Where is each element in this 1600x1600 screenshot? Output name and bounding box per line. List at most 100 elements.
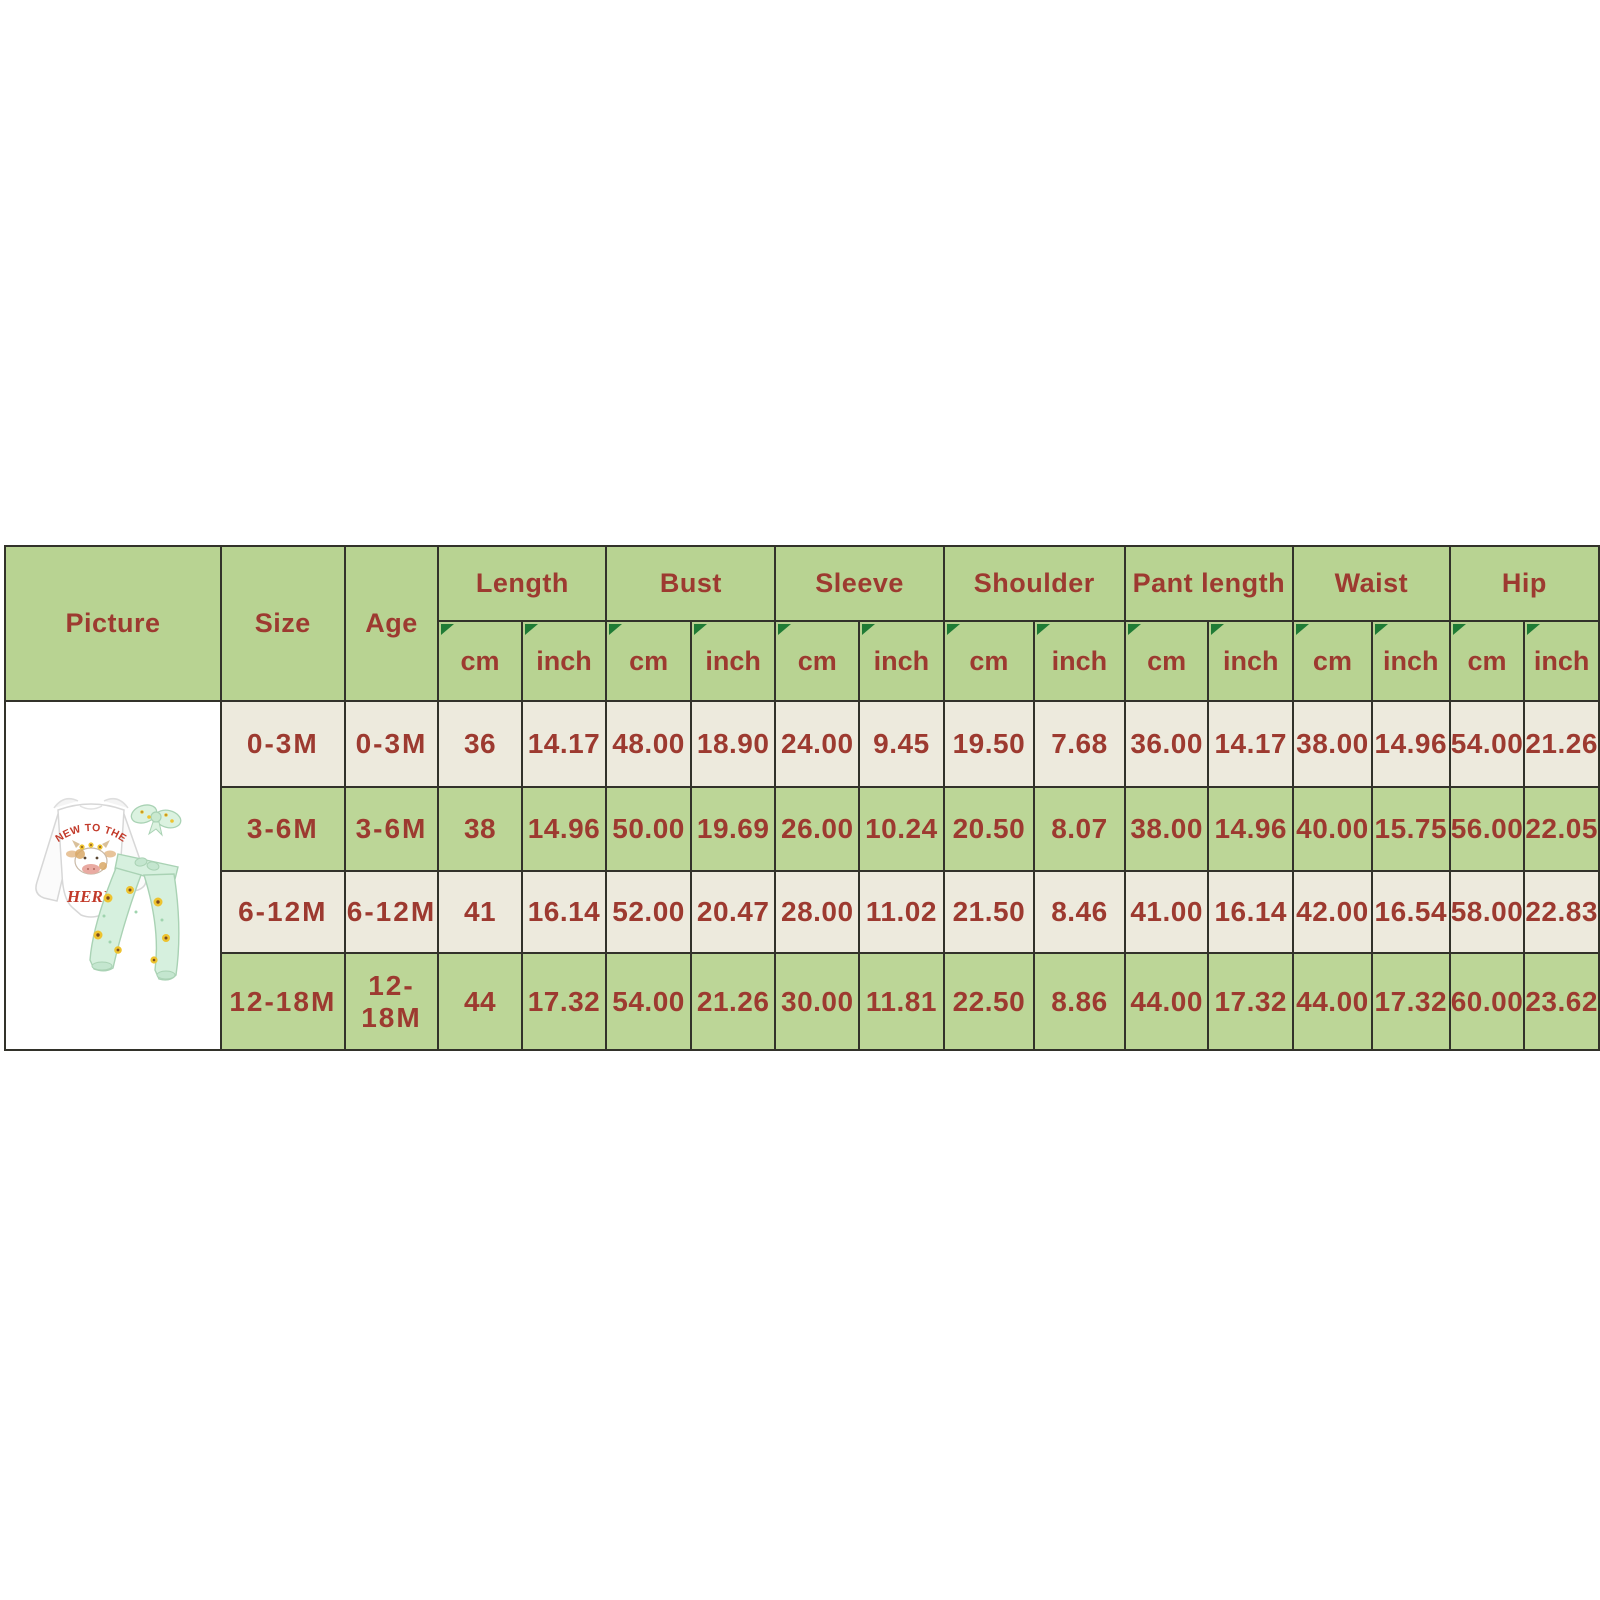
- measurement-cell: 60.00: [1448, 952, 1526, 1051]
- group-header-length: Length: [437, 545, 608, 622]
- product-photo: NEW TO THE: [35, 797, 182, 981]
- measurement-cell: 14.17: [1207, 699, 1295, 789]
- age-cell: 3-6M: [343, 786, 440, 872]
- corner-marker-icon: [1296, 624, 1310, 635]
- measurement-cell: 41.00: [1123, 869, 1210, 955]
- measurement-cell: 15.75: [1370, 786, 1451, 872]
- measurement-cell: 21.26: [1523, 699, 1600, 789]
- measurement-cell: 10.24: [858, 786, 945, 872]
- corner-marker-icon: [1527, 624, 1541, 635]
- unit-header-cm: cm: [437, 620, 523, 702]
- headband-graphic: [130, 804, 182, 837]
- size-column-header: Size: [220, 545, 346, 702]
- measurement-cell: 14.17: [520, 699, 608, 789]
- measurement-cell: 8.86: [1033, 952, 1126, 1051]
- unit-header-cm: cm: [774, 620, 861, 702]
- age-cell: 0-3M: [343, 699, 440, 789]
- measurement-cell: 22.50: [942, 952, 1036, 1051]
- age-cell: 6-12M: [343, 869, 440, 955]
- measurement-cell: 38: [437, 786, 523, 872]
- measurement-cell: 17.32: [520, 952, 608, 1051]
- unit-header-cm: cm: [1448, 620, 1526, 702]
- measurement-cell: 18.90: [689, 699, 777, 789]
- measurement-cell: 22.83: [1523, 869, 1600, 955]
- group-header-pant-length: Pant length: [1123, 545, 1295, 622]
- size-cell: 3-6M: [220, 786, 346, 872]
- measurement-cell: 24.00: [774, 699, 861, 789]
- measurement-cell: 42.00: [1292, 869, 1373, 955]
- measurement-cell: 7.68: [1033, 699, 1126, 789]
- unit-header-inch: inch: [1207, 620, 1295, 702]
- age-column-header: Age: [343, 545, 440, 702]
- measurement-cell: 16.14: [1207, 869, 1295, 955]
- size-chart-table: Picture Size Age Length Bust Sleeve Shou…: [4, 545, 1600, 1051]
- corner-marker-icon: [778, 624, 792, 635]
- corner-marker-icon: [946, 624, 960, 635]
- unit-header-inch: inch: [689, 620, 777, 702]
- measurement-cell: 58.00: [1448, 869, 1526, 955]
- unit-header-inch: inch: [858, 620, 945, 702]
- measurement-cell: 14.96: [1370, 699, 1451, 789]
- measurement-cell: 54.00: [1448, 699, 1526, 789]
- measurement-cell: 9.45: [858, 699, 945, 789]
- measurement-cell: 50.00: [605, 786, 692, 872]
- measurement-cell: 17.32: [1207, 952, 1295, 1051]
- measurement-cell: 20.50: [942, 786, 1036, 872]
- group-header-sleeve: Sleeve: [774, 545, 945, 622]
- corner-marker-icon: [1037, 624, 1051, 635]
- measurement-cell: 44.00: [1123, 952, 1210, 1051]
- unit-header-cm: cm: [1123, 620, 1210, 702]
- sunflower-print-icon: [93, 886, 170, 964]
- corner-marker-icon: [862, 624, 876, 635]
- measurement-cell: 56.00: [1448, 786, 1526, 872]
- measurement-cell: 30.00: [774, 952, 861, 1051]
- pants-graphic: [89, 853, 180, 981]
- unit-header-cm: cm: [1292, 620, 1373, 702]
- unit-header-inch: inch: [1523, 620, 1600, 702]
- measurement-cell: 48.00: [605, 699, 692, 789]
- measurement-cell: 54.00: [605, 952, 692, 1051]
- unit-header-cm: cm: [605, 620, 692, 702]
- measurement-cell: 16.14: [520, 869, 608, 955]
- group-header-waist: Waist: [1292, 545, 1451, 622]
- measurement-cell: 14.96: [520, 786, 608, 872]
- measurement-cell: 36.00: [1123, 699, 1210, 789]
- corner-marker-icon: [1452, 624, 1466, 635]
- measurement-cell: 11.02: [858, 869, 945, 955]
- picture-column-header: Picture: [4, 545, 222, 702]
- measurement-cell: 19.69: [689, 786, 777, 872]
- measurement-cell: 22.05: [1523, 786, 1600, 872]
- unit-header-inch: inch: [520, 620, 608, 702]
- corner-marker-icon: [693, 624, 707, 635]
- measurement-cell: 8.46: [1033, 869, 1126, 955]
- measurement-cell: 26.00: [774, 786, 861, 872]
- group-header-bust: Bust: [605, 545, 777, 622]
- measurement-cell: 19.50: [942, 699, 1036, 789]
- unit-header-inch: inch: [1370, 620, 1451, 702]
- measurement-cell: 44: [437, 952, 523, 1051]
- corner-marker-icon: [609, 624, 623, 635]
- measurement-cell: 38.00: [1123, 786, 1210, 872]
- group-header-shoulder: Shoulder: [942, 545, 1126, 622]
- measurement-cell: 52.00: [605, 869, 692, 955]
- product-picture-cell: NEW TO THE: [4, 700, 222, 1051]
- measurement-cell: 44.00: [1292, 952, 1373, 1051]
- measurement-cell: 36: [437, 699, 523, 789]
- size-cell: 6-12M: [220, 869, 346, 955]
- corner-marker-icon: [1127, 624, 1141, 635]
- measurement-cell: 20.47: [689, 869, 777, 955]
- measurement-cell: 41: [437, 869, 523, 955]
- measurement-cell: 17.32: [1370, 952, 1451, 1051]
- measurement-cell: 16.54: [1370, 869, 1451, 955]
- size-cell: 12-18M: [220, 952, 346, 1051]
- measurement-cell: 8.07: [1033, 786, 1126, 872]
- measurement-cell: 11.81: [858, 952, 945, 1051]
- measurement-cell: 21.26: [689, 952, 777, 1051]
- measurement-cell: 40.00: [1292, 786, 1373, 872]
- corner-marker-icon: [1211, 624, 1225, 635]
- unit-header-inch: inch: [1033, 620, 1126, 702]
- group-header-hip: Hip: [1448, 545, 1600, 622]
- corner-marker-icon: [441, 624, 455, 635]
- measurement-cell: 28.00: [774, 869, 861, 955]
- measurement-cell: 21.50: [942, 869, 1036, 955]
